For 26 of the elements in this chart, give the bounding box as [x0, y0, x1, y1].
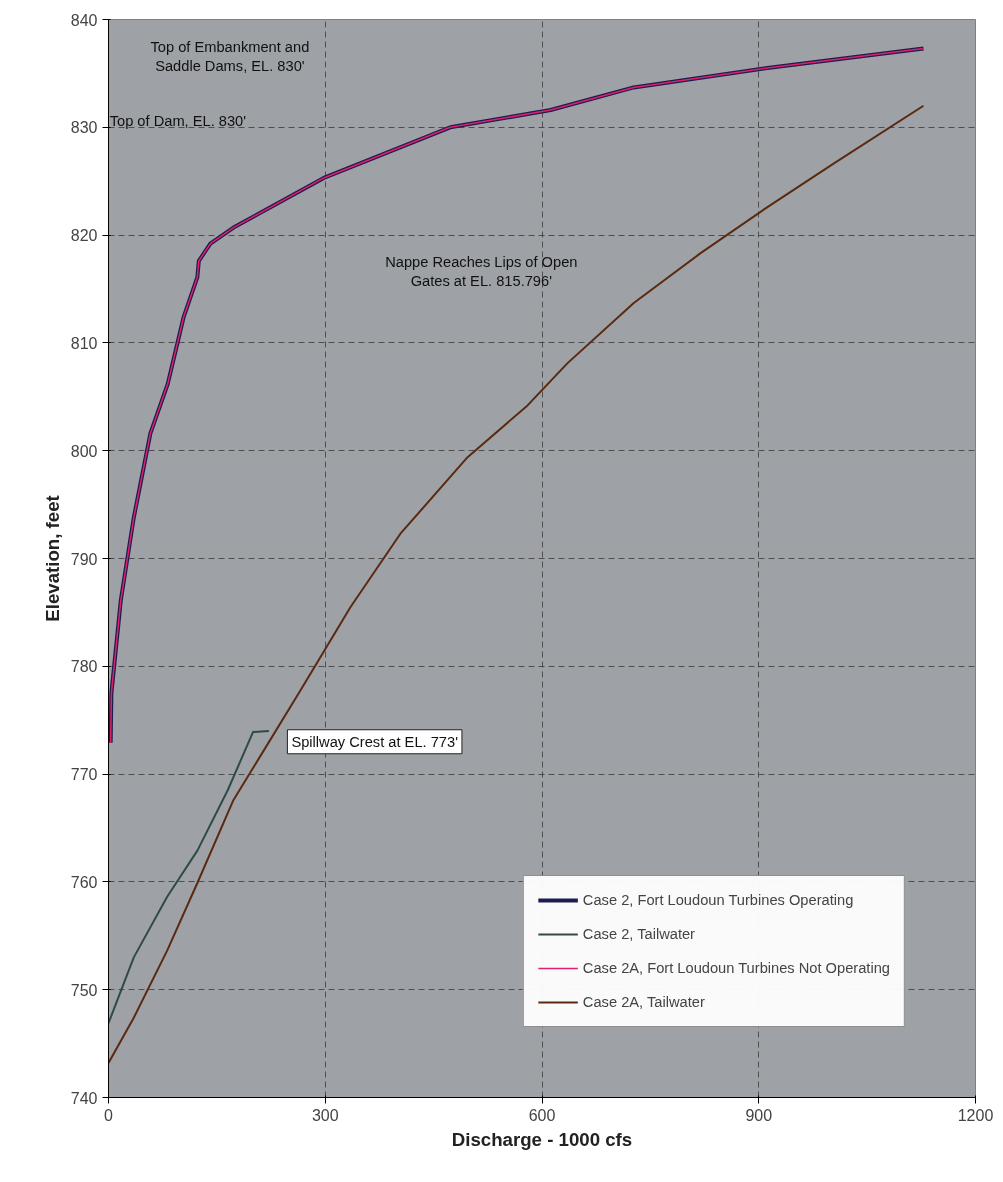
legend-label: Case 2A, Tailwater [582, 994, 705, 1010]
y-tick-label: 740 [70, 1089, 98, 1107]
legend-label: Case 2, Tailwater [582, 926, 695, 942]
x-tick-label: 0 [104, 1106, 114, 1124]
y-tick-label: 800 [70, 442, 98, 460]
y-tick-label: 840 [70, 11, 98, 29]
y-axis-title: Elevation, feet [41, 495, 63, 622]
annotation: Nappe Reaches Lips of Open Gates at EL. 815.796' [385, 254, 578, 290]
x-tick-label: 600 [528, 1106, 556, 1124]
y-tick-label: 820 [70, 227, 98, 245]
annotation: Top of Embankment and Saddle Dams, EL. 830' [150, 38, 310, 74]
y-tick-label: 830 [70, 119, 98, 137]
y-tick-label: 780 [70, 658, 98, 676]
x-tick-label: 300 [311, 1106, 339, 1124]
annotation: Spillway Crest at EL. 773' [291, 733, 459, 750]
annotation: Top of Dam, EL. 830' [109, 112, 247, 129]
legend-label: Case 2, Fort Loudoun Turbines Operating [582, 892, 854, 908]
y-tick-label: 790 [70, 550, 98, 568]
legend-label: Case 2A, Fort Loudoun Turbines Not Operating [582, 960, 890, 976]
y-tick-label: 750 [70, 981, 98, 999]
x-tick-label: 1200 [957, 1106, 994, 1124]
x-tick-label: 900 [745, 1106, 773, 1124]
y-tick-label: 760 [70, 873, 98, 891]
y-tick-label: 810 [70, 334, 98, 352]
y-tick-label: 770 [70, 766, 98, 784]
x-axis-title: Discharge - 1000 cfs [451, 1128, 633, 1150]
